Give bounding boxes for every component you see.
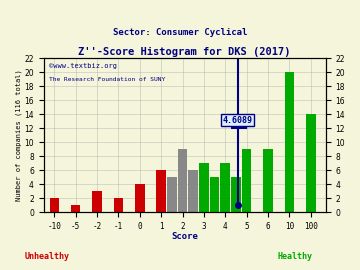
Text: The Research Foundation of SUNY: The Research Foundation of SUNY: [49, 77, 166, 82]
Bar: [167, 177, 177, 212]
Bar: [306, 114, 315, 212]
Text: Healthy: Healthy: [278, 252, 313, 261]
Bar: [210, 177, 219, 212]
Bar: [71, 205, 81, 212]
X-axis label: Score: Score: [171, 232, 198, 241]
Bar: [114, 198, 123, 212]
Bar: [92, 191, 102, 212]
Bar: [156, 170, 166, 212]
Bar: [263, 149, 273, 212]
Bar: [199, 163, 209, 212]
Bar: [178, 149, 187, 212]
Text: Unhealthy: Unhealthy: [24, 252, 69, 261]
Title: Z''-Score Histogram for DKS (2017): Z''-Score Histogram for DKS (2017): [78, 48, 291, 58]
Text: ©www.textbiz.org: ©www.textbiz.org: [49, 63, 117, 69]
Text: 4.6089: 4.6089: [222, 116, 252, 125]
Bar: [231, 177, 241, 212]
Bar: [50, 198, 59, 212]
Bar: [188, 170, 198, 212]
Y-axis label: Number of companies (116 total): Number of companies (116 total): [15, 69, 22, 201]
Bar: [220, 163, 230, 212]
Bar: [135, 184, 145, 212]
Text: Sector: Consumer Cyclical: Sector: Consumer Cyclical: [113, 28, 247, 37]
Bar: [242, 149, 251, 212]
Bar: [284, 72, 294, 212]
